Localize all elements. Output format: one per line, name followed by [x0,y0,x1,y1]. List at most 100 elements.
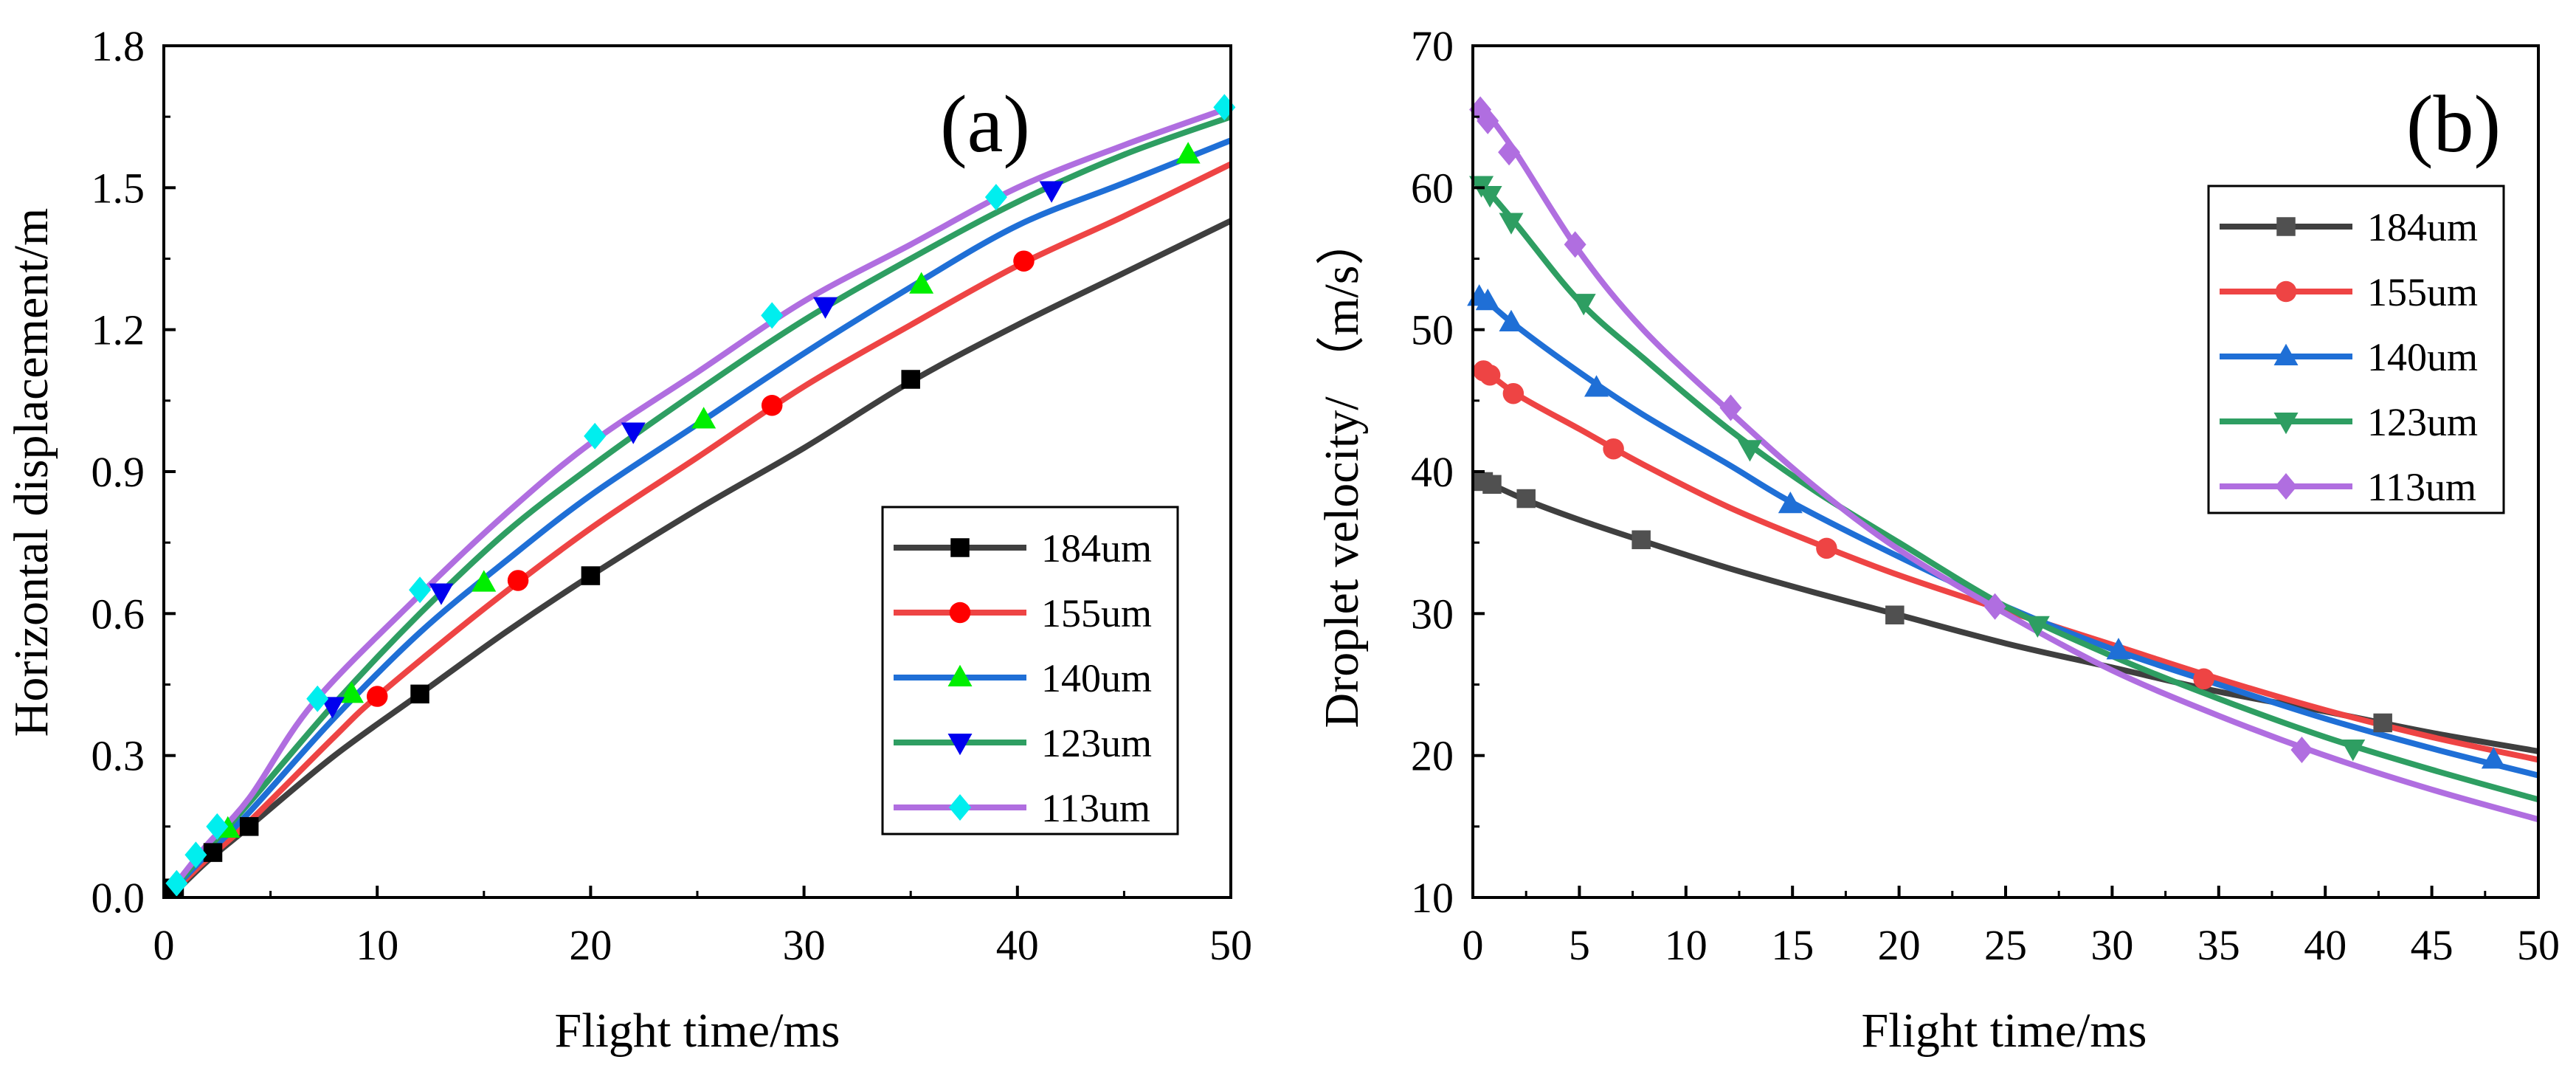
panel-a-legend-marker-140um [947,664,973,686]
panel-a-point-140um-1 [339,681,364,703]
panel-b-xtick-label: 35 [2197,921,2240,969]
panel-b-point-184um-1 [1482,475,1502,495]
panel-b-point-123um-6 [2341,740,2366,762]
panel-a-point-113um-5 [584,422,607,449]
panel-b-point-155um-2 [1502,382,1524,404]
panel-a-ytick-label: 0.0 [91,874,145,922]
panel-b-point-184um-3 [1631,530,1651,550]
panel-b-point-155um-4 [1816,537,1837,559]
panel-b-xtick-label: 0 [1463,921,1484,969]
panel-a-point-123um-2 [621,422,646,444]
panel-a-line-123um [171,114,1231,890]
panel-b-point-140um-6 [2481,747,2506,769]
panel-b-point-113um-2 [1498,139,1521,166]
panel-b-ytick-label: 50 [1411,306,1454,354]
panel-b-point-123um-3 [1571,294,1596,316]
panel-a-y-axis-title: Horizontal displacement/m [4,208,58,737]
panel-a-point-123um-4 [1039,181,1064,203]
panel-a-legend-label-123um: 123um [1041,721,1152,765]
panel-b-xtick-label: 25 [1984,921,2027,969]
panel-a-point-140um-4 [909,272,934,294]
panel-b-legend-marker-155um [2275,280,2297,303]
panel-b-line-123um [1476,177,2538,803]
panel-b-xtick-label: 20 [1878,921,1921,969]
panel-a-legend-box [881,506,1179,835]
panel-b-point-140um-1 [1475,288,1500,311]
panel-a-point-113um-7 [984,184,1007,211]
panel-b-legend-label-184um: 184um [2367,205,2478,249]
panel-b-point-113um-4 [1719,394,1742,421]
panel-b-xtick-label: 15 [1771,921,1814,969]
panel-a-xtick-label: 10 [356,921,398,969]
panel-b-line-113um [1476,99,2538,823]
panel-b-point-140um-4 [1778,491,1803,514]
panel-a-legend-marker-184um [950,538,970,557]
panel-a-point-155um-1 [507,570,529,591]
panel-b-xtick-label: 50 [2517,921,2560,969]
panel-b-point-184um-2 [1516,489,1536,509]
panel-a-ytick-label: 0.3 [91,732,145,780]
panel-a-point-140um-3 [691,407,716,429]
panel-a-xtick-label: 20 [569,921,612,969]
panel-a-point-184um-4 [581,566,601,585]
panel-a-xtick-label: 50 [1209,921,1252,969]
panel-b-point-123um-5 [2025,616,2050,638]
panel-b-point-113um-3 [1564,231,1586,258]
panel-a-chart: 0 10 20 30 40 50 0.0 0.3 0.6 0.9 1.2 1.5 1.8 Flight t… [4,22,1252,1058]
panel-b-point-113um-6 [2290,736,2313,763]
panel-b-point-184um-4 [1885,605,1905,625]
panel-b-x-axis-title: Flight time/ms [1862,1004,2147,1058]
panel-a-legend-label-184um: 184um [1041,526,1152,571]
panel-a-x-axis-title: Flight time/ms [555,1004,840,1058]
panel-a-point-184um-2 [239,817,259,836]
panel-b-point-140um-3 [1584,375,1609,397]
panel-a-point-155um-3 [1013,250,1035,272]
panel-b-point-155um-3 [1603,438,1624,460]
panel-a-point-113um-4 [409,576,432,604]
panel-b-legend-marker-123um [2273,413,2299,435]
panel-a-point-155um-0 [366,686,388,707]
panel-a-xtick-label: 30 [783,921,826,969]
panel-b-xtick-label: 40 [2304,921,2347,969]
panel-a-ytick-label: 1.5 [91,164,145,212]
panel-a-point-123um-1 [429,583,454,605]
panel-b-legend-label-113um: 113um [2367,465,2476,509]
panel-a-point-140um-5 [1175,142,1201,164]
panel-b-legend: 184um 155um 140um 123um 113um [2207,185,2505,514]
panel-a-point-140um-2 [472,570,497,592]
panel-a-point-113um-6 [761,302,784,329]
panel-a-legend-label-140um: 140um [1041,656,1152,700]
panel-a-legend-marker-113um [949,794,971,821]
panel-a-legend-label-113um: 113um [1041,786,1150,830]
panel-a-legend: 184um 155um 140um 123um 113um [881,506,1179,835]
panel-a-point-184um-1 [203,843,223,862]
panel-a-point-113um-3 [306,685,329,712]
panel-a-point-123um-3 [813,297,838,319]
panel-a-ytick-label: 0.9 [91,448,145,496]
panel-b-xtick-label: 10 [1665,921,1707,969]
panel-b-legend-label-123um: 123um [2367,400,2478,444]
panel-a-line-140um [171,137,1231,892]
panel-a-panel-label: (a) [940,79,1030,169]
panel-a-line-113um [171,104,1231,889]
panel-b-legend-label-140um: 140um [2367,335,2478,379]
panel-b-xtick-label: 45 [2411,921,2454,969]
panel-b-legend-marker-184um [2276,217,2296,236]
panel-b-xtick-label: 30 [2090,921,2133,969]
panel-a-point-184um-5 [901,370,920,389]
panel-b-point-155um-5 [2193,668,2214,690]
panel-a-ytick-label: 1.8 [91,22,145,70]
panel-a-legend-label-155um: 155um [1041,591,1152,635]
panel-a-point-123um-0 [320,697,345,719]
panel-b-ytick-label: 20 [1411,732,1454,780]
panel-a-xtick-label: 0 [153,921,175,969]
panel-b-legend-label-155um: 155um [2367,270,2478,314]
panel-b-xtick-label: 5 [1569,921,1590,969]
panel-b-point-140um-5 [2106,638,2131,660]
panel-a-xtick-label: 40 [996,921,1039,969]
panel-a-ytick-label: 1.2 [91,306,145,354]
panel-a-point-113um-0 [165,869,188,897]
panel-b-ytick-label: 60 [1411,164,1454,212]
panel-a-point-113um-2 [206,813,229,840]
